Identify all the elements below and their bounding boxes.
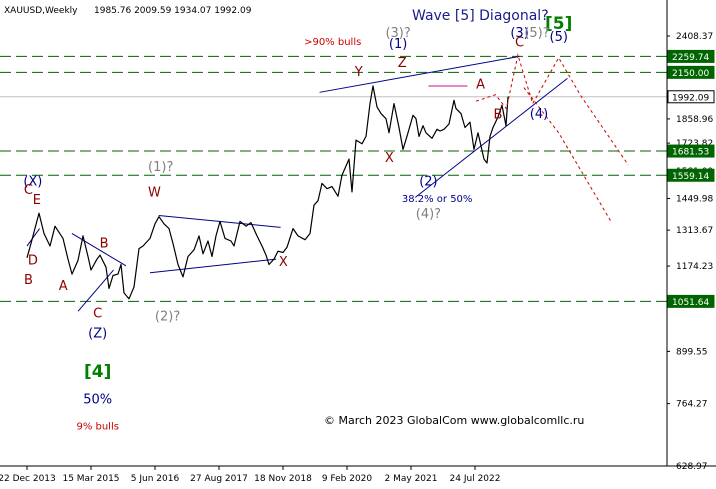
trend-lines-layer — [26, 55, 568, 312]
level-badges: 2259.74 2150.00 1992.09 1681.53 1559.14 1051.… — [667, 49, 715, 308]
price-tick-label-8: 1313.67 — [676, 226, 713, 236]
level-badge-label-5: 1051.64 — [672, 298, 709, 308]
wave-label-31: (2)? — [155, 310, 180, 325]
wave-label-27: 50% — [83, 392, 112, 407]
wave-label-15: 38.2% or 50% — [402, 194, 473, 205]
level-badge-0 — [667, 49, 715, 63]
wave-label-32: X — [279, 255, 288, 270]
wave-label-13: X — [385, 151, 394, 166]
level-badge-label-1: 2150.00 — [672, 69, 709, 79]
projection-layer — [475, 53, 629, 222]
wave-label-8: >90% bulls — [304, 37, 361, 48]
level-badge-label-2: 1992.09 — [672, 93, 709, 103]
wave-label-18: C — [24, 183, 33, 198]
level-badge-3 — [667, 144, 715, 158]
time-tick-label-0: 22 Dec 2013 — [0, 474, 56, 484]
level-badge-5 — [667, 294, 715, 308]
wave-label-4: C — [515, 36, 524, 51]
wave-label-19: E — [33, 193, 41, 208]
wave-label-30: W — [148, 185, 161, 200]
wave-label-9: Y — [354, 65, 363, 80]
wave-label-23: B — [100, 236, 109, 251]
price-series-layer — [26, 85, 509, 300]
level-badge-4 — [667, 168, 715, 182]
copyright-text: © March 2023 GlobalCom www.globalcomllc.… — [324, 414, 584, 427]
wave-label-3: (5)? — [524, 26, 549, 41]
wave-label-16: (4)? — [416, 207, 441, 222]
time-tick-label-6: 2 May 2021 — [385, 474, 438, 484]
wave-label-21: B — [24, 273, 33, 288]
level-badge-1 — [667, 65, 715, 79]
time-ticks: 22 Dec 2013 15 Mar 2015 5 Jun 2016 27 Aug 2… — [0, 466, 500, 484]
time-tick-label-2: 5 Jun 2016 — [131, 474, 180, 484]
level-badge-label-3: 1681.53 — [672, 148, 709, 158]
wave-label-17: (X) — [23, 175, 42, 190]
wave-label-28: 9% bulls — [76, 421, 119, 432]
time-tick-label-4: 18 Nov 2018 — [254, 474, 312, 484]
wave-label-25: (Z) — [88, 326, 107, 341]
wave-label-10: A — [476, 77, 485, 92]
price-tick-label-12: 764.27 — [676, 400, 708, 410]
price-series-line — [26, 85, 509, 300]
wave-label-29: (1)? — [148, 160, 173, 175]
level-badge-label-4: 1559.14 — [672, 172, 709, 182]
left-diagonal-upper-line — [26, 228, 40, 247]
price-tick-label-0: 2408.37 — [676, 32, 713, 42]
wave-label-0: [5] — [545, 14, 572, 34]
time-tick-label-5: 9 Feb 2020 — [322, 474, 373, 484]
wave-label-1: (5) — [550, 30, 568, 45]
wave-label-2: (3) — [510, 26, 528, 41]
lower-diagonal-line — [414, 77, 568, 198]
price-tick-label-9: 1174.23 — [676, 262, 713, 272]
upper-diagonal-line — [319, 55, 520, 93]
wave-label-12: (4) — [530, 107, 548, 122]
axis-layer — [0, 0, 716, 467]
left-upper-channel-line — [71, 233, 127, 267]
wave-label-24: C — [93, 307, 102, 322]
time-tick-label-7: 24 Jul 2022 — [450, 474, 501, 484]
alternate-projection-path — [523, 87, 612, 222]
price-tick-label-13: 628.97 — [676, 462, 708, 472]
ohlc-header: 1985.76 2009.59 1934.07 1992.09 — [94, 6, 252, 16]
level-badge-2 — [667, 90, 715, 104]
triangle-lower-line — [149, 258, 277, 274]
wave-label-26: [4] — [84, 362, 111, 382]
wave-label-22: A — [59, 279, 68, 294]
price-tick-label-4: 1858.96 — [676, 115, 713, 125]
price-tick-label-7: 1449.98 — [676, 195, 713, 205]
symbol-header: XAUUSD,Weekly — [4, 6, 78, 16]
wave-label-7: Z — [398, 56, 407, 71]
wave-label-6: (1) — [389, 37, 407, 52]
time-tick-label-3: 27 Aug 2017 — [190, 474, 248, 484]
wave-label-11: B — [494, 108, 503, 123]
level-badge-label-0: 2259.74 — [672, 53, 709, 63]
wave-label-5: (3)? — [385, 26, 410, 41]
time-tick-label-1: 15 Mar 2015 — [62, 474, 119, 484]
levels-layer — [0, 55, 667, 302]
price-tick-label-5: 1723.82 — [676, 139, 713, 149]
price-tick-label-11: 899.55 — [676, 347, 708, 357]
wave-label-14: (2) — [419, 175, 437, 190]
chart-title: Wave [5] Diagonal? — [412, 8, 549, 24]
wave-label-20: D — [28, 253, 38, 268]
